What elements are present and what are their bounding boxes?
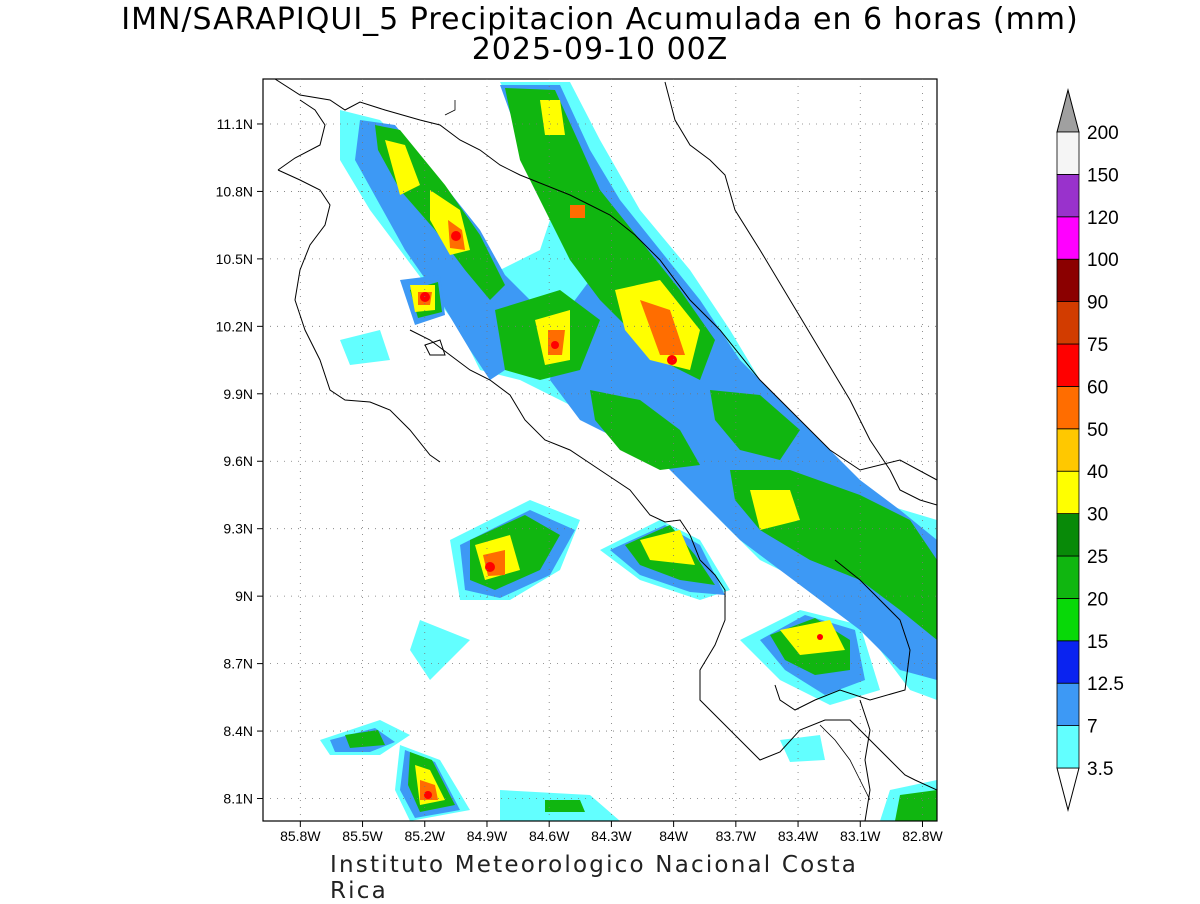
colorbar-level-label: 15 xyxy=(1087,632,1108,653)
colorbar-swatch xyxy=(1056,343,1080,387)
lat-tick-label: 9.6N xyxy=(223,453,253,469)
colorbar-swatch xyxy=(1056,131,1080,175)
map-frame xyxy=(262,78,938,822)
colorbar-swatch xyxy=(1056,216,1080,260)
colorbar-level-label: 40 xyxy=(1087,462,1108,483)
lon-tick-label: 84W xyxy=(659,828,689,844)
colorbar-level-label: 50 xyxy=(1087,420,1108,441)
colorbar-level-label: 200 xyxy=(1087,123,1119,144)
lon-tick-label: 83.7W xyxy=(716,828,757,844)
colorbar-level-label: 20 xyxy=(1087,589,1108,610)
colorbar-level-label: 30 xyxy=(1087,505,1108,526)
country-borders xyxy=(444,100,871,801)
colorbar-level-label: 75 xyxy=(1087,335,1108,356)
graticule xyxy=(263,79,937,821)
lat-tick-label: 10.2N xyxy=(216,318,253,334)
lon-tick-label: 82.8W xyxy=(902,828,943,844)
colorbar-swatch xyxy=(1056,470,1080,515)
colorbar-level-label: 60 xyxy=(1087,377,1108,398)
lon-tick-label: 83.1W xyxy=(840,828,881,844)
colorbar-legend: 3.5 7 12.5 15 20 25 30 40 50 60 75 90 100 120 150 200 xyxy=(1056,88,1124,812)
colorbar-level-label: 7 xyxy=(1087,717,1098,738)
colorbar-level-label: 120 xyxy=(1087,208,1119,229)
precipitation-field xyxy=(320,82,937,821)
colorbar-swatch xyxy=(1056,513,1080,557)
colorbar-level-label: 100 xyxy=(1087,250,1119,271)
lon-tick-label: 85.2W xyxy=(405,828,446,844)
colorbar-level-label: 25 xyxy=(1087,547,1108,568)
colorbar-max-arrow xyxy=(1056,88,1080,133)
colorbar-level-label: 150 xyxy=(1087,165,1119,186)
lon-tick-label: 83.4W xyxy=(778,828,819,844)
lon-tick-label: 84.9W xyxy=(467,828,508,844)
footer-credit: Instituto Meteorologico Nacional Costa R… xyxy=(330,852,859,904)
colorbar-swatch xyxy=(1056,301,1080,345)
map-title: IMN/SARAPIQUI_5 Precipitacion Acumulada … xyxy=(121,2,1079,37)
lon-tick-label: 84.6W xyxy=(529,828,570,844)
lat-tick-label: 8.7N xyxy=(223,656,253,672)
lat-tick-label: 8.4N xyxy=(223,723,253,739)
lon-tick-label: 85.5W xyxy=(342,828,383,844)
lat-tick-label: 8.1N xyxy=(223,791,253,807)
colorbar-level-label: 90 xyxy=(1087,293,1108,314)
lon-tick-label: 85.8W xyxy=(280,828,321,844)
colorbar-swatch xyxy=(1056,640,1080,684)
lon-tick-label: 84.3W xyxy=(591,828,632,844)
colorbar-swatch xyxy=(1056,428,1080,472)
colorbar-swatch xyxy=(1056,598,1080,642)
map-datetime: 2025-09-10 00Z xyxy=(471,32,729,67)
lat-tick-label: 9.3N xyxy=(223,521,253,537)
colorbar-swatch xyxy=(1056,173,1080,218)
lat-tick-labels: 11.1N 10.8N 10.5N 10.2N 9.9N 9.6N 9.3N 9N 8.7N 8.… xyxy=(216,116,263,807)
coastlines xyxy=(274,79,937,821)
lon-tick-labels: 85.8W 85.5W 85.2W 84.9W 84.6W 84.3W 84W 83.7W 83… xyxy=(280,821,943,844)
colorbar-swatch xyxy=(1056,555,1080,599)
colorbar-min-arrow xyxy=(1056,767,1080,812)
colorbar-swatch xyxy=(1056,725,1080,769)
colorbar-swatch xyxy=(1056,258,1080,303)
lat-tick-label: 11.1N xyxy=(217,116,253,132)
lat-tick-label: 9.9N xyxy=(223,386,253,402)
colorbar-level-label: 12.5 xyxy=(1087,674,1124,695)
colorbar-swatch xyxy=(1056,682,1080,727)
colorbar-level-label: 3.5 xyxy=(1087,759,1113,780)
colorbar-swatch xyxy=(1056,385,1080,430)
lat-tick-label: 10.8N xyxy=(216,183,253,199)
lat-tick-label: 10.5N xyxy=(216,251,253,267)
lat-tick-label: 9N xyxy=(235,588,253,604)
